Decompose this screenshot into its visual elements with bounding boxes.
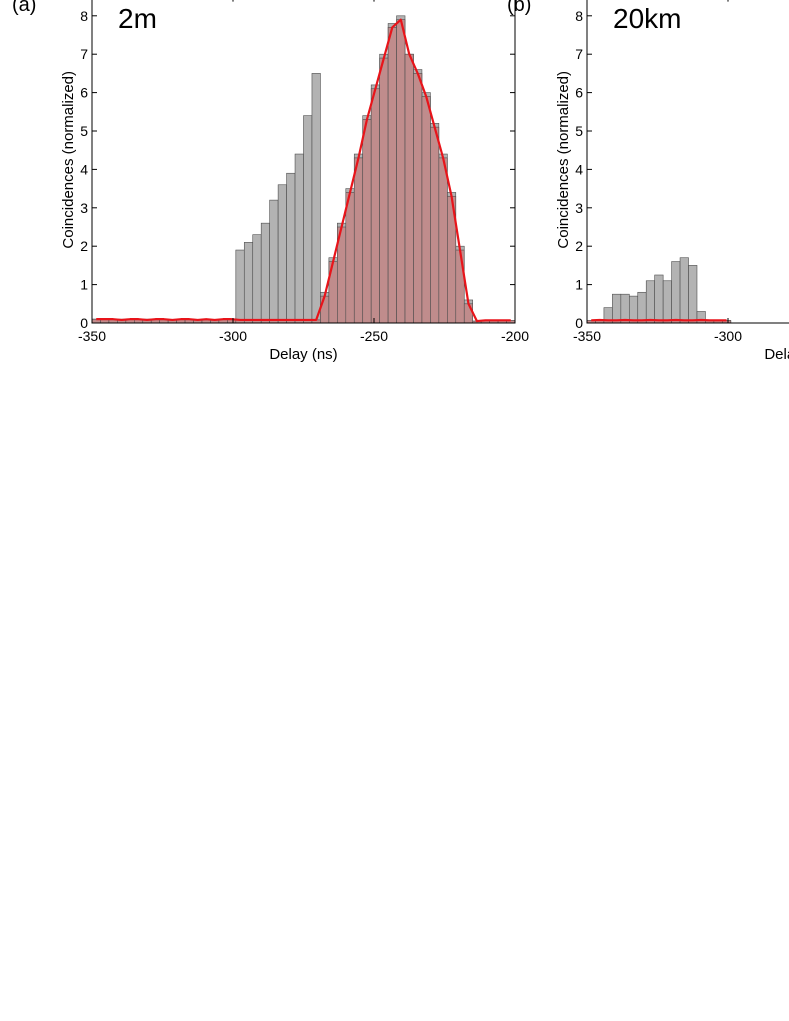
histogram-bar [430, 126, 440, 324]
histogram-bar [637, 291, 647, 324]
histogram-bar [438, 157, 448, 324]
panel-label: (a) [12, 0, 36, 16]
histogram-bar [421, 96, 431, 324]
x-tick-label: -250 [360, 328, 388, 344]
histogram-bar [260, 222, 270, 324]
y-tick-label: 1 [575, 277, 583, 293]
histogram-bar [243, 242, 254, 324]
y-tick-label: 4 [80, 161, 88, 177]
y-tick-label: 0 [80, 315, 88, 331]
histogram-bar [688, 265, 698, 324]
plot-frame [586, 0, 789, 324]
y-tick-label: 8 [80, 8, 88, 24]
x-tick-label: -350 [78, 328, 106, 344]
y-tick-label: 7 [575, 46, 583, 62]
histogram-bar [679, 257, 689, 324]
y-tick-label: 0 [575, 315, 583, 331]
x-tick-label: -200 [501, 328, 529, 344]
histogram-bar [463, 303, 473, 324]
y-tick-label: 3 [575, 200, 583, 216]
y-axis-label: Coincidences (normalized) [555, 71, 572, 249]
histogram-bar [396, 19, 406, 324]
histogram-bar [620, 293, 630, 324]
y-tick-label: 6 [575, 85, 583, 101]
histogram-bar [379, 57, 389, 324]
y-axis-label: Coincidences (normalized) [60, 71, 77, 249]
histogram-bar [345, 192, 355, 324]
panel-annotation: 20km [613, 3, 681, 34]
histogram-bar [387, 27, 397, 324]
y-tick-label: 5 [575, 123, 583, 139]
x-tick-label: -350 [573, 328, 601, 344]
y-tick-label: 7 [80, 46, 88, 62]
y-tick-label: 1 [80, 277, 88, 293]
histogram-bar [612, 293, 622, 324]
histogram-bar [277, 184, 287, 324]
histogram-bar [235, 249, 245, 324]
histogram-bar [353, 157, 364, 324]
histogram-bar [269, 199, 279, 324]
panel-annotation: 2m [118, 3, 157, 34]
histogram-bar [645, 280, 655, 324]
histogram-bar [286, 172, 296, 324]
histogram-bar [294, 153, 304, 324]
y-tick-label: 2 [575, 238, 583, 254]
y-tick-label: 3 [80, 200, 88, 216]
histogram-bar [303, 115, 313, 324]
y-tick-label: 5 [80, 123, 88, 139]
histogram-bar [654, 274, 664, 324]
y-tick-label: 6 [80, 85, 88, 101]
fit-line [96, 18, 511, 323]
x-axis-label: Delay (ns) [764, 346, 789, 363]
y-tick-label: 4 [575, 161, 583, 177]
histogram-bar [413, 73, 423, 324]
histogram-bar [404, 53, 414, 324]
histogram-bar [662, 280, 672, 324]
histogram-bar [370, 88, 380, 324]
histogram-bar [252, 234, 262, 324]
plot-frame [91, 0, 516, 324]
histogram-bar [455, 249, 465, 324]
y-tick-label: 2 [80, 238, 88, 254]
panel-label: (b) [507, 0, 531, 16]
x-tick-label: -300 [219, 328, 247, 344]
x-axis-label: Delay (ns) [269, 346, 337, 363]
y-tick-label: 8 [575, 8, 583, 24]
x-tick-label: -300 [714, 328, 742, 344]
histogram-bar [320, 295, 330, 324]
histogram-bar [671, 261, 681, 324]
histogram-bar [628, 295, 639, 324]
histogram-bar [311, 73, 321, 324]
histogram-bar [362, 119, 372, 324]
